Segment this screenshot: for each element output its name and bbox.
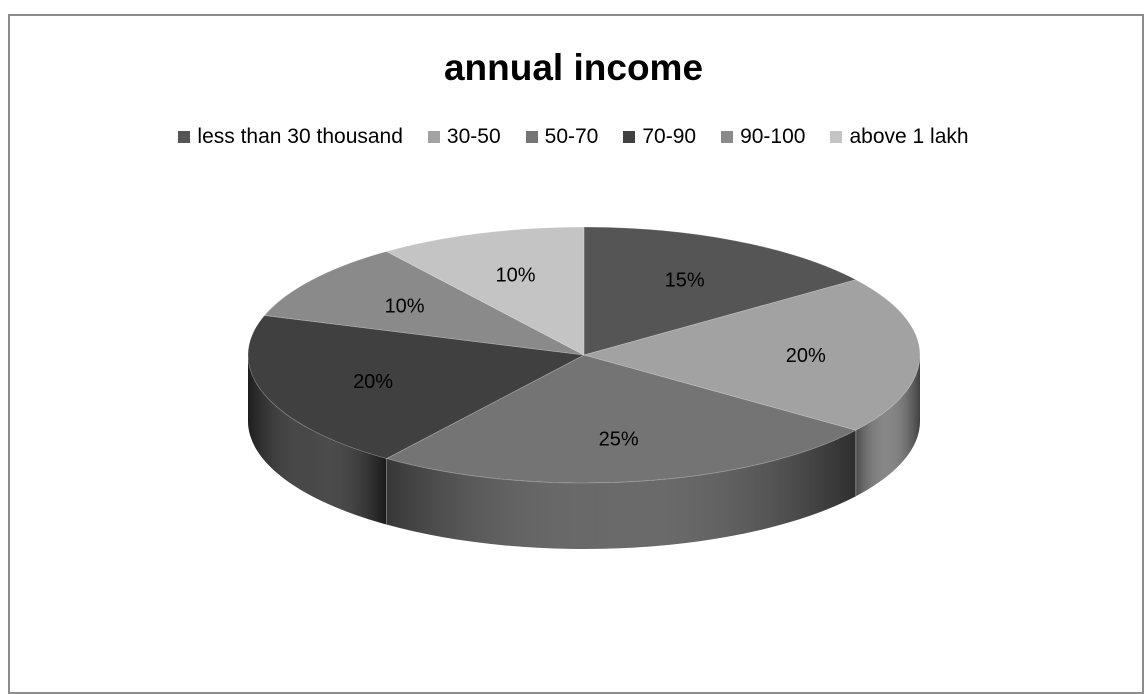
legend-item-2: 30-50	[427, 125, 501, 149]
pie-data-labels: 15% 20% 25% 20% 10% 10%	[353, 265, 826, 451]
pie-chart: 15% 20% 25% 20% 10% 10%	[247, 226, 921, 549]
pie-sides	[248, 355, 920, 549]
data-label-6: 10%	[495, 265, 535, 287]
data-label-1: 15%	[665, 270, 705, 292]
legend-item-5: 90-100	[721, 125, 805, 149]
data-label-5: 10%	[385, 295, 425, 317]
legend-label-6: above 1 lakh	[849, 125, 969, 148]
legend-item-3: 50-70	[525, 125, 599, 149]
legend-swatch-3	[525, 131, 538, 143]
legend-item-4: 70-90	[623, 125, 696, 149]
chart-title: annual income	[443, 47, 704, 88]
legend-swatch-6	[830, 131, 843, 143]
pie-side-shade-3	[386, 430, 856, 549]
pie-slice-1	[583, 226, 857, 356]
chart-legend: less than 30 thousand 30-50 50-70 70-90 …	[0, 125, 1147, 149]
pie-slice-4	[247, 315, 586, 459]
pie-tops	[247, 226, 921, 484]
pie-side-shade-2	[855, 355, 920, 497]
pie-slice-5	[263, 251, 585, 356]
pie-slice-6	[385, 226, 585, 356]
legend-swatch-2	[427, 131, 440, 143]
pie-slice-2	[582, 279, 921, 431]
pie-slice-3	[385, 354, 857, 484]
data-label-3: 25%	[599, 428, 639, 450]
legend-swatch-5	[721, 131, 734, 143]
legend-item-1: less than 30 thousand	[178, 125, 403, 149]
legend-label-1: less than 30 thousand	[197, 125, 403, 148]
legend-item-6: above 1 lakh	[830, 125, 969, 149]
pie-side-shade-4	[248, 355, 387, 525]
data-label-4: 20%	[353, 371, 393, 393]
legend-label-5: 90-100	[740, 125, 806, 148]
legend-swatch-4	[623, 131, 636, 143]
legend-swatch-1	[178, 131, 191, 143]
legend-label-2: 30-50	[446, 125, 501, 148]
data-label-2: 20%	[786, 345, 826, 367]
legend-label-4: 70-90	[642, 125, 697, 148]
legend-label-3: 50-70	[544, 125, 599, 148]
